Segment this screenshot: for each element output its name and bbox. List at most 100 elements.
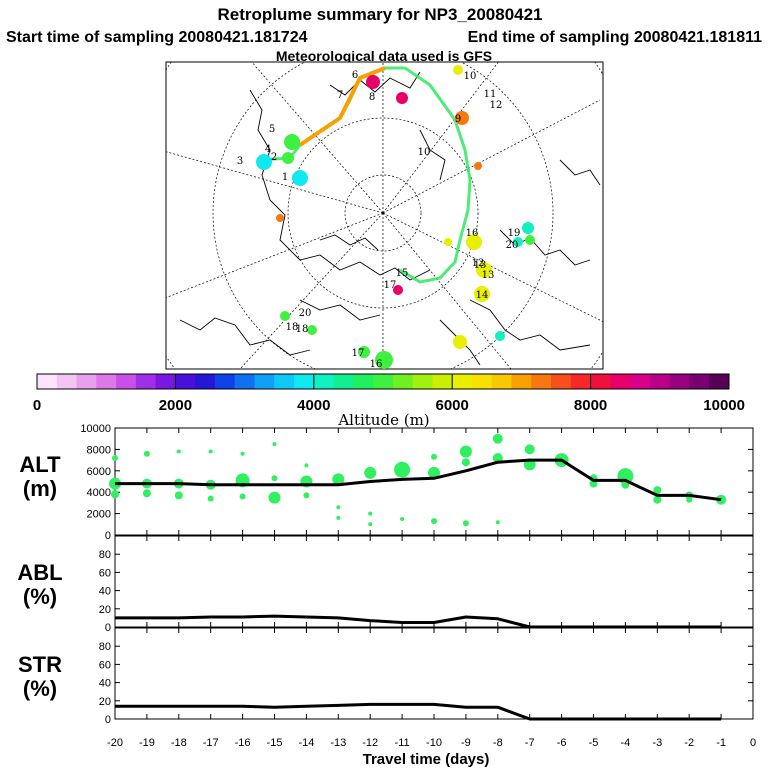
colorbar-swatch: [709, 374, 730, 389]
map-day-label: 15: [396, 268, 409, 279]
altitude-cluster-point: [462, 520, 469, 527]
y-tick-label: 60: [99, 659, 111, 671]
altitude-cluster-point: [303, 492, 310, 499]
map-day-label: 10: [418, 147, 431, 158]
x-tick-label: -19: [139, 737, 155, 749]
plume-cluster-dot: [292, 170, 308, 186]
y-tick-label: 40: [99, 678, 111, 690]
series-line: [115, 458, 722, 502]
plume-cluster-dot: [453, 335, 467, 349]
y-tick-label: 80: [99, 641, 111, 653]
plume-cluster-dot: [513, 237, 523, 247]
x-tick-label: -5: [589, 737, 599, 749]
colorbar-swatch: [412, 374, 433, 389]
panel-title-bottom: (%): [23, 584, 57, 609]
x-axis-label: Travel time (days): [363, 751, 490, 768]
latitude-circles: [166, 62, 603, 369]
plume-cluster-dot: [256, 154, 272, 170]
colorbar-swatch: [373, 374, 394, 389]
altitude-cluster-point: [459, 445, 472, 458]
map-day-label: 7: [337, 90, 343, 101]
map-day-label: 12: [472, 258, 485, 269]
x-tick-label: -12: [362, 737, 378, 749]
colorbar-swatch: [551, 374, 572, 389]
x-tick-label: -6: [557, 737, 567, 749]
panel-title-top: ALT: [19, 452, 61, 477]
y-tick-label: 80: [99, 549, 111, 561]
end-time-text: End time of sampling 20080421.181811: [468, 29, 762, 46]
altitude-cluster-point: [176, 449, 181, 454]
colorbar-swatch: [392, 374, 414, 389]
altitude-cluster-point: [240, 451, 245, 456]
y-tick-label: 20: [99, 604, 111, 616]
x-tick-label: -15: [267, 737, 283, 749]
altitude-cluster-point: [304, 463, 309, 468]
panel-str: STR(%) 0 20 40 60 80: [18, 627, 754, 726]
map-day-label: 8: [369, 92, 375, 103]
map-day-label: 17: [352, 348, 365, 359]
altitude-cluster-point: [400, 517, 405, 521]
altitude-cluster-point: [143, 450, 150, 457]
map-day-label: 13: [482, 270, 495, 281]
x-tick-label: -8: [493, 737, 503, 749]
map-day-label: 16: [370, 359, 383, 370]
series-line: [115, 702, 722, 721]
altitude-cluster-point: [112, 455, 118, 461]
colorbar-swatch: [195, 374, 216, 389]
colorbar-swatch: [471, 374, 493, 389]
colorbar-swatch: [175, 374, 196, 389]
altitude-cluster-point: [111, 490, 119, 499]
x-tick-labels: -20 -19 -18 -17 -16 -15 -14 -13 -12 -11 -10 -9 -8 -7-…: [107, 737, 756, 749]
colorbar-tick-label: 4000: [297, 397, 330, 414]
colorbar-tick-label: 10000: [703, 397, 745, 414]
altitude-cluster-point: [431, 453, 437, 460]
map-frame: [165, 61, 604, 370]
colorbar-tick-label: 8000: [574, 397, 607, 414]
plume-cluster-dot: [525, 235, 535, 245]
x-tick-label: -10: [426, 737, 442, 749]
colorbar-swatch: [214, 374, 236, 389]
colorbar-swatch: [313, 374, 335, 389]
time-series-panels: ALT(m)0200040006000800010000ABL(%)020406…: [17, 423, 756, 749]
panel-title-bottom: (%): [23, 676, 57, 701]
map-day-label: 18: [296, 324, 309, 335]
panel-title-top: STR: [18, 652, 62, 677]
x-tick-label: -14: [298, 737, 314, 749]
altitude-cluster-point: [207, 495, 214, 502]
altitude-cluster-point: [394, 461, 411, 478]
colorbar-tick-label: 0: [33, 397, 41, 414]
map-day-label: 19: [508, 228, 521, 239]
x-tick-label: -18: [171, 737, 187, 749]
plume-cluster-dot: [455, 111, 469, 125]
colorbar-swatch: [353, 374, 374, 389]
altitude-cluster-point: [653, 495, 662, 504]
y-tick-label: 0: [105, 714, 111, 726]
map-day-label: 12: [490, 100, 503, 111]
x-tick-label: -20: [107, 737, 123, 749]
plume-cluster-dot: [307, 325, 317, 335]
map-day-label: 9: [455, 114, 461, 125]
x-tick-label: -4: [621, 737, 631, 749]
x-tick-label: -7: [525, 737, 535, 749]
colorbar-swatch: [432, 374, 453, 389]
map-day-label: 2: [271, 152, 277, 163]
y-tick-label: 8000: [87, 444, 111, 456]
x-tick-label: -3: [652, 737, 662, 749]
colorbar-swatch: [491, 374, 513, 389]
altitude-cluster-point: [368, 522, 373, 527]
colorbar-label: Altitude (m): [337, 411, 429, 429]
colorbar-tick-label: 2000: [159, 397, 192, 414]
x-tick-label: -11: [395, 737, 410, 749]
plume-cluster-dot: [444, 238, 452, 246]
colorbar-swatch: [274, 374, 295, 389]
map-plume-clusters: [256, 65, 535, 369]
panel-title-bottom: (m): [23, 476, 57, 501]
map-day-label: 1: [282, 172, 288, 183]
met-data-text: Meteorological data used is GFS: [276, 48, 492, 64]
plume-cluster-dot: [358, 346, 370, 358]
plume-cluster-dot: [276, 214, 284, 222]
altitude-cluster-point: [336, 515, 341, 520]
figure-title: Retroplume summary for NP3_20080421: [217, 5, 542, 24]
